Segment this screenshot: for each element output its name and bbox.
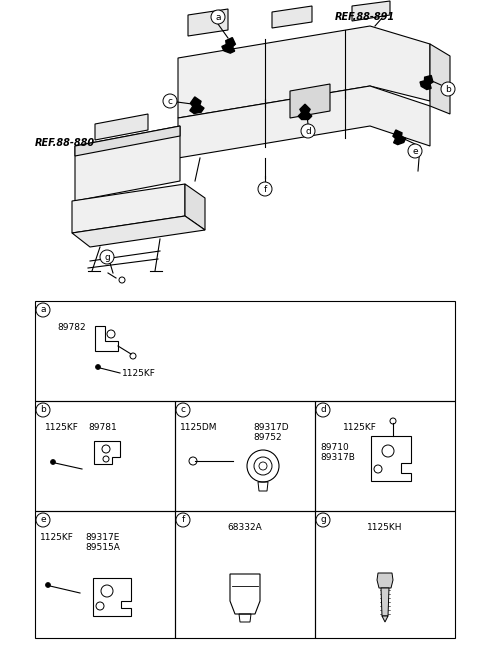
Polygon shape [420,75,433,89]
Text: d: d [320,405,326,415]
Text: c: c [180,405,185,415]
Text: g: g [104,253,110,262]
Circle shape [36,403,50,417]
Text: e: e [412,146,418,155]
Text: f: f [181,516,185,525]
Polygon shape [222,37,235,53]
Text: 1125KF: 1125KF [343,423,377,432]
Circle shape [258,182,272,196]
Polygon shape [185,184,205,230]
Text: 89781: 89781 [88,423,117,432]
Polygon shape [298,104,312,119]
Circle shape [316,403,330,417]
Text: c: c [168,96,172,106]
Circle shape [163,94,177,108]
Polygon shape [272,6,312,28]
Polygon shape [178,26,430,118]
Circle shape [96,365,100,369]
Text: REF.88-880: REF.88-880 [35,138,95,148]
Circle shape [100,250,114,264]
Text: 1125KF: 1125KF [45,423,79,432]
Text: REF.88-891: REF.88-891 [335,12,395,22]
Bar [35,401,175,511]
Polygon shape [393,130,406,144]
Circle shape [50,459,56,464]
Text: e: e [40,516,46,525]
Polygon shape [382,616,388,622]
Text: 1125KF: 1125KF [122,369,156,377]
Polygon shape [430,44,450,114]
Text: f: f [264,184,266,194]
Text: g: g [320,516,326,525]
Bar [315,511,455,638]
Bar [315,401,455,511]
Circle shape [36,513,50,527]
Circle shape [408,144,422,158]
Polygon shape [290,84,330,118]
Bar [175,401,315,511]
Bar [175,511,315,638]
Text: 89317D: 89317D [253,423,288,432]
Text: d: d [305,127,311,136]
Text: 89317B: 89317B [320,453,355,462]
Polygon shape [75,126,180,156]
Circle shape [211,10,225,24]
Circle shape [176,403,190,417]
Text: 1125KF: 1125KF [40,533,74,542]
Circle shape [316,513,330,527]
Text: 89710: 89710 [320,443,349,452]
Circle shape [176,513,190,527]
Polygon shape [95,114,148,140]
Bar [35,511,175,638]
Text: b: b [40,405,46,415]
Circle shape [301,124,315,138]
Circle shape [46,583,50,588]
Text: 1125KH: 1125KH [367,523,403,532]
Text: a: a [215,12,221,22]
Text: 1125DM: 1125DM [180,423,217,432]
Polygon shape [75,126,180,201]
Polygon shape [190,97,204,113]
Polygon shape [377,573,393,588]
Polygon shape [178,86,430,158]
Circle shape [36,303,50,317]
Text: b: b [445,85,451,94]
Polygon shape [72,184,185,233]
Circle shape [441,82,455,96]
Text: 89782: 89782 [57,323,85,332]
Circle shape [119,277,125,283]
Text: 89317E: 89317E [85,533,120,542]
Text: a: a [40,306,46,314]
Bar [35,301,455,401]
Polygon shape [72,216,205,247]
Text: 89752: 89752 [253,433,282,442]
Polygon shape [381,588,389,616]
Text: 68332A: 68332A [228,523,263,532]
Polygon shape [188,9,228,36]
Polygon shape [352,1,390,21]
Text: 89515A: 89515A [85,543,120,552]
